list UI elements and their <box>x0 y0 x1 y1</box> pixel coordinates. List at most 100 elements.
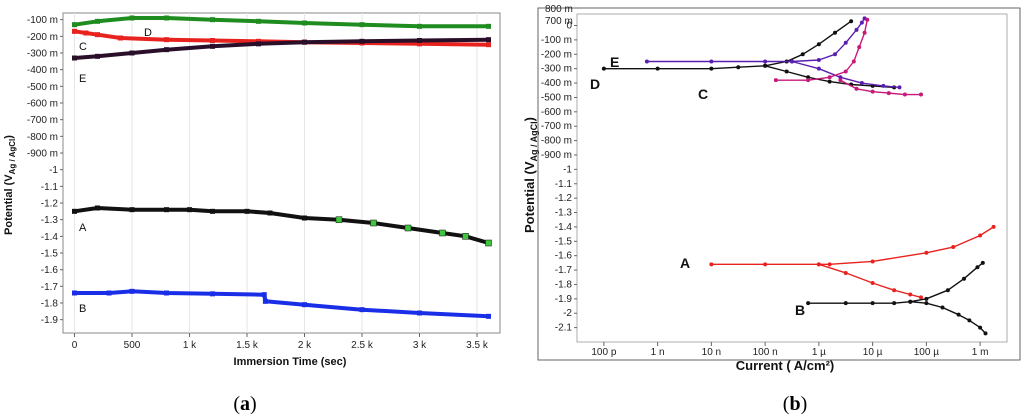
data-point <box>72 22 77 28</box>
data-point <box>709 59 714 64</box>
data-point <box>129 50 135 56</box>
data-point <box>862 30 867 35</box>
data-point <box>486 37 491 43</box>
data-point <box>908 292 913 297</box>
data-point <box>816 262 821 267</box>
data-point <box>267 210 273 216</box>
data-point <box>870 259 875 264</box>
data-point <box>95 32 100 38</box>
y-tick-label-b: -1.8 <box>555 279 573 290</box>
y-tick-label-a: -1.5 <box>41 249 59 260</box>
data-point <box>72 290 77 296</box>
branch <box>646 17 866 63</box>
data-point <box>919 295 923 300</box>
x-tick-label-b: 1 µ <box>812 347 826 358</box>
x-tick-label-a: 2.5 k <box>351 340 374 351</box>
y-tick-label-b: -1.3 <box>555 208 573 219</box>
branch <box>808 262 984 304</box>
data-point <box>118 35 123 41</box>
data-point <box>164 47 169 53</box>
data-point <box>924 250 929 255</box>
data-point <box>164 207 169 213</box>
data-point <box>106 290 112 296</box>
label-b-a: B <box>79 303 86 315</box>
series-e-a <box>72 37 491 60</box>
data-point <box>417 23 422 29</box>
data-point <box>486 42 491 48</box>
y-tick-label-a: -900 m <box>27 149 58 160</box>
y-tick-label-a: -400 m <box>27 65 58 76</box>
data-point <box>210 17 215 23</box>
label-a-b: A <box>680 255 690 271</box>
data-point <box>370 219 377 227</box>
data-point <box>129 15 135 21</box>
data-point <box>838 78 843 83</box>
x-tick-label-a: 500 <box>124 340 141 351</box>
data-point <box>849 19 854 24</box>
series-b-b <box>806 260 988 336</box>
y-tick-label-b: -1.1 <box>555 179 573 190</box>
y-tick-label-b: -1.6 <box>555 251 573 262</box>
data-point <box>983 331 988 336</box>
data-point <box>210 43 215 49</box>
y-tick-label-b: 0 <box>566 21 572 32</box>
data-point <box>854 27 859 32</box>
y-tick-label-b: -200 m <box>541 49 572 60</box>
series-c-b <box>773 17 923 97</box>
data-point <box>601 66 606 71</box>
panel-a: -100 m -200 m -300 m -400 m -500 m -600 m -700… <box>3 12 501 415</box>
x-tick-label-b: 1 m <box>972 347 989 358</box>
data-point <box>129 207 135 213</box>
y-tick-label-b: -600 m <box>541 107 572 118</box>
y-tick-label-b: -100 m <box>541 35 572 46</box>
y-tick-label-b: -1 <box>563 164 572 175</box>
y-tick-label-a: -100 m <box>27 15 58 26</box>
data-point <box>439 229 446 237</box>
data-point <box>870 89 875 94</box>
branch <box>775 19 868 81</box>
y-tick-label-b: -300 m <box>541 64 572 75</box>
y-tick-label-b: -2 <box>563 308 572 319</box>
data-point <box>892 288 897 293</box>
x-tick-label-b: 100 p <box>591 347 616 358</box>
data-point <box>485 239 492 247</box>
data-point <box>816 58 821 63</box>
y-axis-title-a: Potential (VAg / AgCl) <box>3 135 17 235</box>
panel-label-b: (b) <box>783 393 807 415</box>
data-point <box>975 265 980 270</box>
data-point <box>210 38 215 43</box>
data-point <box>956 312 961 317</box>
y-tick-label-b: -1.9 <box>555 294 573 305</box>
data-point <box>335 216 343 223</box>
data-point <box>763 262 768 267</box>
y-tick-label-a: -500 m <box>27 82 58 93</box>
data-point <box>256 41 261 47</box>
series-b-markers-a <box>72 288 491 319</box>
data-point <box>262 298 268 304</box>
x-tick-label-a: 3 k <box>413 340 427 351</box>
panel-b: 0 -100 m -200 m -300 m -400 m -500 m -600 m -70… <box>522 4 1021 415</box>
x-axis-title-b: Current ( A/cm²) <box>736 358 834 373</box>
x-axis-title-a: Immersion Time (sec) <box>234 356 347 368</box>
y-tick-label-a: -800 m <box>27 132 58 143</box>
y-tick-label-b: -800 m <box>541 136 572 147</box>
data-point <box>95 18 100 24</box>
data-point <box>790 59 794 64</box>
data-point <box>763 63 768 68</box>
data-point <box>816 66 821 71</box>
data-point <box>244 208 250 214</box>
data-point <box>851 59 856 64</box>
data-point <box>417 41 422 47</box>
y-tick-label-a: -1 <box>49 165 58 176</box>
data-point <box>865 17 870 22</box>
x-tick-label-a: 1 k <box>183 340 197 351</box>
data-point <box>897 85 902 90</box>
data-point <box>945 288 950 293</box>
data-point <box>843 69 848 74</box>
data-point <box>644 59 649 64</box>
data-point <box>843 301 848 306</box>
data-point <box>187 207 192 213</box>
y-tick-label-b: -900 m <box>541 150 572 161</box>
x-tick-label-a: 3.5 k <box>466 340 489 351</box>
